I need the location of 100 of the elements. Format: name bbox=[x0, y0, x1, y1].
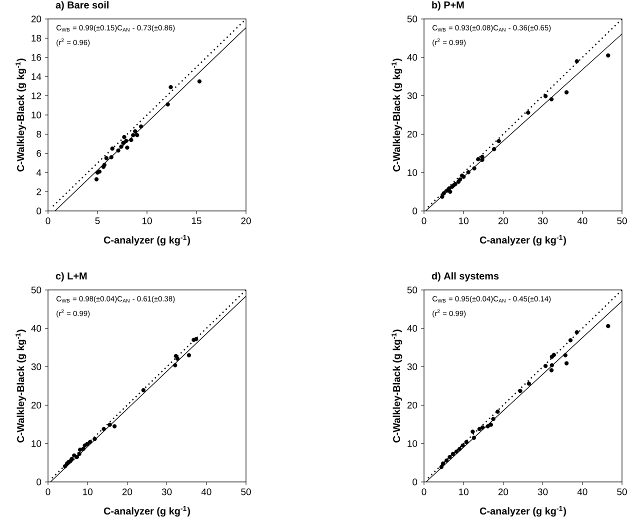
point bbox=[129, 138, 134, 142]
point bbox=[549, 97, 554, 102]
point bbox=[186, 353, 192, 358]
point bbox=[168, 85, 173, 90]
x-tick-label: 20 bbox=[122, 488, 132, 496]
x-tick-label: 10 bbox=[142, 218, 152, 224]
point bbox=[550, 363, 554, 368]
point bbox=[124, 138, 128, 144]
y-tick-label: 10 bbox=[408, 169, 418, 176]
x-tick-label: 10 bbox=[459, 488, 468, 496]
point bbox=[486, 424, 490, 428]
point bbox=[439, 464, 444, 470]
point bbox=[121, 140, 126, 145]
x-axis-title: C-analyzer (g kg$^{-1}$) bbox=[480, 235, 566, 246]
y-tick-label: 20 bbox=[31, 402, 42, 409]
point bbox=[472, 166, 476, 170]
x-axis-title: C-analyzer (g kg$^{-1}$) bbox=[104, 506, 190, 517]
point bbox=[92, 436, 97, 442]
point bbox=[488, 422, 494, 427]
x-tick-label: 0 bbox=[422, 218, 426, 224]
point bbox=[496, 410, 500, 414]
chart-title: b) P+M bbox=[432, 1, 464, 10]
y-tick-label: 10 bbox=[408, 440, 418, 447]
point bbox=[564, 361, 569, 366]
y-axis-title: C-Walkley-Black (g kg$^{-1}$) bbox=[16, 330, 26, 442]
point bbox=[173, 363, 178, 368]
point bbox=[496, 138, 501, 144]
point bbox=[563, 353, 568, 358]
point bbox=[440, 194, 444, 199]
point bbox=[122, 134, 126, 140]
y-tick-label: 10 bbox=[32, 112, 42, 118]
point bbox=[448, 454, 452, 460]
point bbox=[480, 158, 484, 162]
y-tick-label: 50 bbox=[31, 286, 42, 294]
point bbox=[549, 368, 554, 372]
x-tick-label: 30 bbox=[538, 488, 548, 496]
point bbox=[175, 356, 180, 361]
point bbox=[526, 382, 532, 386]
y-axis-title: C-Walkley-Black (g kg$^{-1}$) bbox=[16, 58, 26, 172]
x-tick-label: 40 bbox=[577, 488, 588, 496]
point bbox=[606, 53, 610, 58]
x-tick-label: 20 bbox=[498, 218, 508, 224]
y-tick-label: 12 bbox=[32, 92, 42, 100]
y-tick-label: 16 bbox=[32, 54, 42, 61]
x-tick-label: 20 bbox=[241, 218, 251, 224]
point bbox=[492, 147, 496, 152]
point bbox=[109, 155, 114, 160]
point bbox=[606, 324, 610, 328]
x-tick-label: 5 bbox=[95, 218, 100, 224]
y-tick-label: 2 bbox=[36, 188, 42, 196]
point bbox=[574, 330, 579, 334]
chart-title: d) All systems bbox=[432, 272, 499, 282]
y-tick-label: 30 bbox=[407, 363, 418, 370]
point bbox=[104, 156, 109, 160]
y-tick-label: 40 bbox=[407, 54, 418, 61]
point bbox=[470, 430, 475, 434]
point bbox=[74, 454, 80, 460]
point bbox=[458, 177, 462, 182]
y-tick-label: 8 bbox=[36, 130, 42, 138]
x-tick-label: 40 bbox=[201, 488, 212, 496]
point bbox=[62, 464, 68, 468]
point bbox=[454, 450, 459, 454]
point bbox=[70, 456, 74, 462]
x-tick-label: 50 bbox=[241, 488, 251, 496]
y-tick-label: 20 bbox=[31, 16, 42, 22]
y-tick-label: 40 bbox=[407, 325, 418, 332]
x-tick-label: 10 bbox=[83, 488, 92, 496]
chart-title: c) L+M bbox=[56, 272, 87, 282]
point bbox=[440, 461, 446, 466]
y-tick-label: 30 bbox=[31, 363, 42, 370]
point bbox=[119, 144, 124, 149]
point bbox=[108, 422, 112, 427]
point bbox=[543, 94, 548, 98]
y-tick-label: 30 bbox=[407, 92, 418, 100]
point bbox=[464, 440, 468, 444]
point bbox=[77, 452, 82, 456]
x-tick-label: 20 bbox=[498, 488, 508, 496]
point bbox=[476, 157, 480, 162]
point bbox=[116, 148, 120, 153]
point bbox=[526, 110, 530, 115]
point bbox=[518, 388, 522, 394]
point bbox=[131, 133, 136, 138]
point bbox=[110, 146, 114, 151]
x-tick-label: 30 bbox=[162, 488, 172, 496]
y-tick-label: 20 bbox=[407, 130, 418, 138]
x-tick-label: 30 bbox=[538, 218, 548, 224]
point bbox=[125, 146, 130, 150]
point bbox=[78, 448, 82, 452]
point bbox=[568, 338, 573, 342]
point bbox=[81, 446, 86, 452]
point bbox=[480, 154, 484, 159]
point bbox=[450, 452, 456, 456]
point bbox=[88, 440, 92, 444]
x-tick-label: 50 bbox=[617, 488, 627, 496]
y-tick-label: 6 bbox=[36, 150, 42, 157]
y-tick-label: 0 bbox=[36, 478, 42, 486]
x-tick-label: 10 bbox=[459, 218, 468, 224]
point bbox=[477, 426, 482, 432]
point bbox=[94, 177, 99, 182]
point bbox=[448, 190, 452, 194]
